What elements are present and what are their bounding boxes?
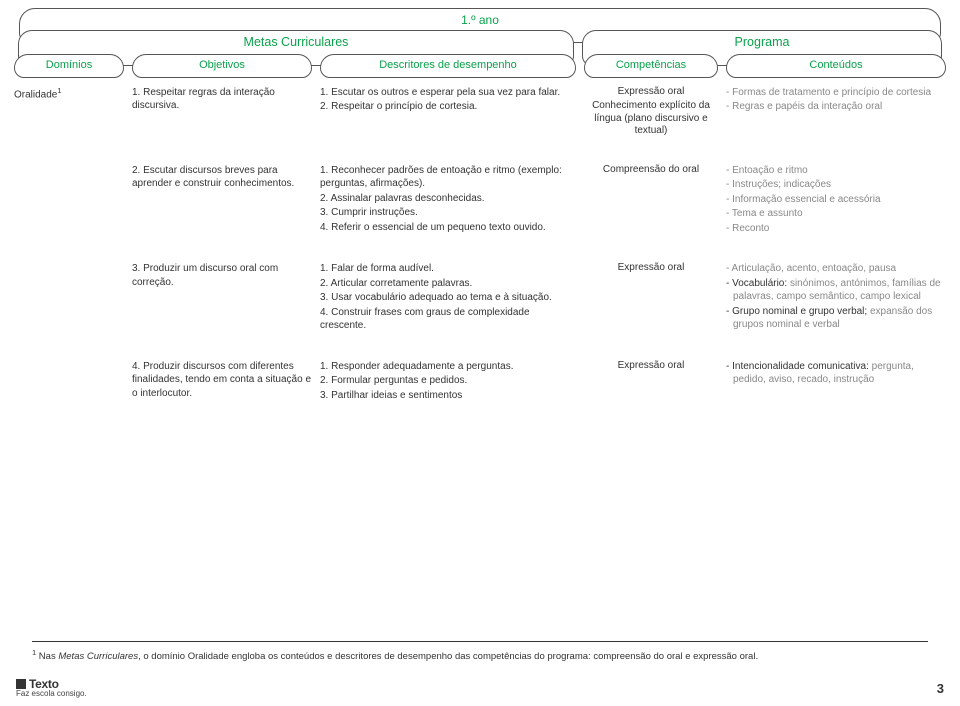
- col-competencias: Competências: [584, 54, 718, 78]
- table-row: 2. Escutar discursos breves para aprende…: [14, 164, 946, 237]
- table-row: Oralidade1 1. Respeitar regras da interaç…: [14, 86, 946, 138]
- cell-conteudos: - Intencionalidade comunicativa: pergunt…: [726, 360, 946, 388]
- cell-descritores: 1. Falar de forma audível.2. Articular c…: [320, 262, 576, 334]
- col-conteudos: Conteúdos: [726, 54, 946, 78]
- cell-objetivo: 2. Escutar discursos breves para aprende…: [132, 164, 312, 192]
- cell-descritores: 1. Escutar os outros e esperar pela sua …: [320, 86, 576, 115]
- cell-competencia: Expressão oralConhecimento explícito da …: [584, 86, 718, 138]
- table-row: 4. Produzir discursos com diferentes fin…: [14, 360, 946, 404]
- cell-objetivo: 4. Produzir discursos com diferentes fin…: [132, 360, 312, 402]
- cell-competencia: Compreensão do oral: [584, 164, 718, 177]
- col-descritores: Descritores de desempenho: [320, 54, 576, 78]
- cell-competencia: Expressão oral: [584, 360, 718, 373]
- cell-competencia: Expressão oral: [584, 262, 718, 275]
- cell-conteudos: - Formas de tratamento e princípio de co…: [726, 86, 946, 115]
- cell-conteudos: - Entoação e ritmo- Instruções; indicaçõ…: [726, 164, 946, 237]
- page-number: 3: [937, 680, 944, 698]
- col-objetivos: Objetivos: [132, 54, 312, 78]
- cell-descritores: 1. Responder adequadamente a perguntas.2…: [320, 360, 576, 404]
- brand-logo: Texto Faz escola consigo.: [16, 678, 87, 698]
- cell-conteudos: - Articulação, acento, entoação, pausa- …: [726, 262, 946, 333]
- cell-objetivo: 3. Produzir um discurso oral com correçã…: [132, 262, 312, 290]
- table-row: 3. Produzir um discurso oral com correçã…: [14, 262, 946, 334]
- cell-dominio: Oralidade1: [14, 86, 124, 102]
- logo-icon: [16, 679, 26, 689]
- col-dominios: Domínios: [14, 54, 124, 78]
- cell-descritores: 1. Reconhecer padrões de entoação e ritm…: [320, 164, 576, 236]
- footnote: 1 Nas Metas Curriculares, o domínio Oral…: [32, 641, 928, 664]
- cell-objetivo: 1. Respeitar regras da interação discurs…: [132, 86, 312, 114]
